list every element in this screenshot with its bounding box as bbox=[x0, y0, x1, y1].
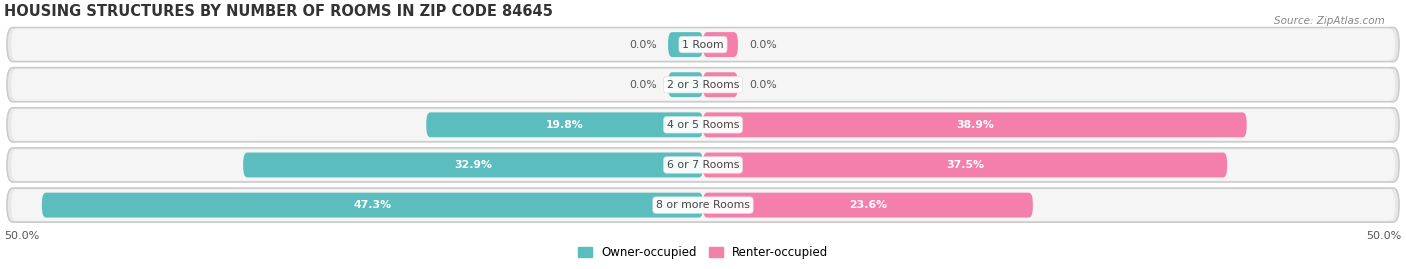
Text: 1 Room: 1 Room bbox=[682, 40, 724, 49]
FancyBboxPatch shape bbox=[7, 68, 1399, 102]
FancyBboxPatch shape bbox=[7, 148, 1399, 182]
FancyBboxPatch shape bbox=[703, 193, 1033, 218]
Legend: Owner-occupied, Renter-occupied: Owner-occupied, Renter-occupied bbox=[572, 241, 834, 263]
Text: 37.5%: 37.5% bbox=[946, 160, 984, 170]
Text: 23.6%: 23.6% bbox=[849, 200, 887, 210]
FancyBboxPatch shape bbox=[703, 32, 738, 57]
Text: 47.3%: 47.3% bbox=[353, 200, 391, 210]
FancyBboxPatch shape bbox=[7, 108, 1399, 142]
FancyBboxPatch shape bbox=[703, 153, 1227, 178]
FancyBboxPatch shape bbox=[668, 32, 703, 57]
Text: 0.0%: 0.0% bbox=[749, 80, 778, 90]
FancyBboxPatch shape bbox=[243, 153, 703, 178]
Text: 50.0%: 50.0% bbox=[1367, 231, 1402, 241]
Text: HOUSING STRUCTURES BY NUMBER OF ROOMS IN ZIP CODE 84645: HOUSING STRUCTURES BY NUMBER OF ROOMS IN… bbox=[4, 4, 553, 19]
Text: 4 or 5 Rooms: 4 or 5 Rooms bbox=[666, 120, 740, 130]
FancyBboxPatch shape bbox=[11, 149, 1395, 181]
Text: 0.0%: 0.0% bbox=[628, 40, 657, 49]
FancyBboxPatch shape bbox=[703, 72, 738, 97]
Text: 0.0%: 0.0% bbox=[628, 80, 657, 90]
FancyBboxPatch shape bbox=[11, 109, 1395, 141]
Text: 8 or more Rooms: 8 or more Rooms bbox=[657, 200, 749, 210]
FancyBboxPatch shape bbox=[11, 189, 1395, 221]
Text: Source: ZipAtlas.com: Source: ZipAtlas.com bbox=[1274, 16, 1385, 26]
FancyBboxPatch shape bbox=[668, 72, 703, 97]
Text: 6 or 7 Rooms: 6 or 7 Rooms bbox=[666, 160, 740, 170]
Text: 38.9%: 38.9% bbox=[956, 120, 994, 130]
Text: 19.8%: 19.8% bbox=[546, 120, 583, 130]
FancyBboxPatch shape bbox=[7, 27, 1399, 62]
FancyBboxPatch shape bbox=[426, 112, 703, 137]
Text: 2 or 3 Rooms: 2 or 3 Rooms bbox=[666, 80, 740, 90]
FancyBboxPatch shape bbox=[7, 188, 1399, 222]
Text: 32.9%: 32.9% bbox=[454, 160, 492, 170]
FancyBboxPatch shape bbox=[11, 69, 1395, 101]
Text: 0.0%: 0.0% bbox=[749, 40, 778, 49]
FancyBboxPatch shape bbox=[703, 112, 1247, 137]
Text: 50.0%: 50.0% bbox=[4, 231, 39, 241]
FancyBboxPatch shape bbox=[11, 29, 1395, 61]
FancyBboxPatch shape bbox=[42, 193, 703, 218]
